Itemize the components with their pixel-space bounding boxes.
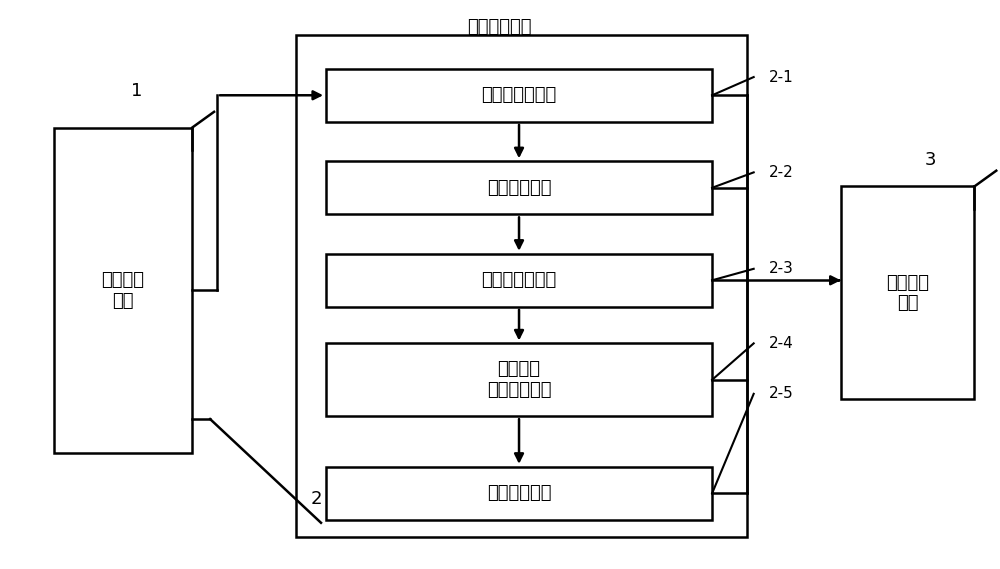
Text: 2: 2 — [311, 490, 323, 508]
Text: 3: 3 — [925, 151, 936, 169]
Text: 热力性能
指标计算模块: 热力性能 指标计算模块 — [487, 360, 551, 399]
Bar — [841, 187, 974, 399]
Bar — [326, 467, 712, 520]
Text: 数据处理模块: 数据处理模块 — [467, 18, 531, 36]
Text: 1: 1 — [131, 82, 142, 100]
Text: 2-4: 2-4 — [769, 336, 793, 351]
Text: 系统修正模块: 系统修正模块 — [487, 484, 551, 502]
Text: 仪表修正模块: 仪表修正模块 — [487, 179, 551, 197]
Bar — [326, 161, 712, 215]
Text: 2-3: 2-3 — [769, 261, 793, 277]
Text: 数据采集
模块: 数据采集 模块 — [101, 271, 144, 310]
Text: 2-2: 2-2 — [769, 165, 793, 180]
Text: 平均值计算模块: 平均值计算模块 — [481, 86, 557, 104]
Text: 数据输出
模块: 数据输出 模块 — [886, 274, 929, 312]
Text: 压力预处理模块: 压力预处理模块 — [481, 271, 557, 289]
Bar — [296, 35, 747, 537]
Text: 2-1: 2-1 — [769, 69, 793, 85]
Bar — [326, 254, 712, 307]
Text: 2-5: 2-5 — [769, 386, 793, 401]
Bar — [326, 343, 712, 417]
Bar — [326, 69, 712, 122]
Bar — [54, 127, 192, 453]
